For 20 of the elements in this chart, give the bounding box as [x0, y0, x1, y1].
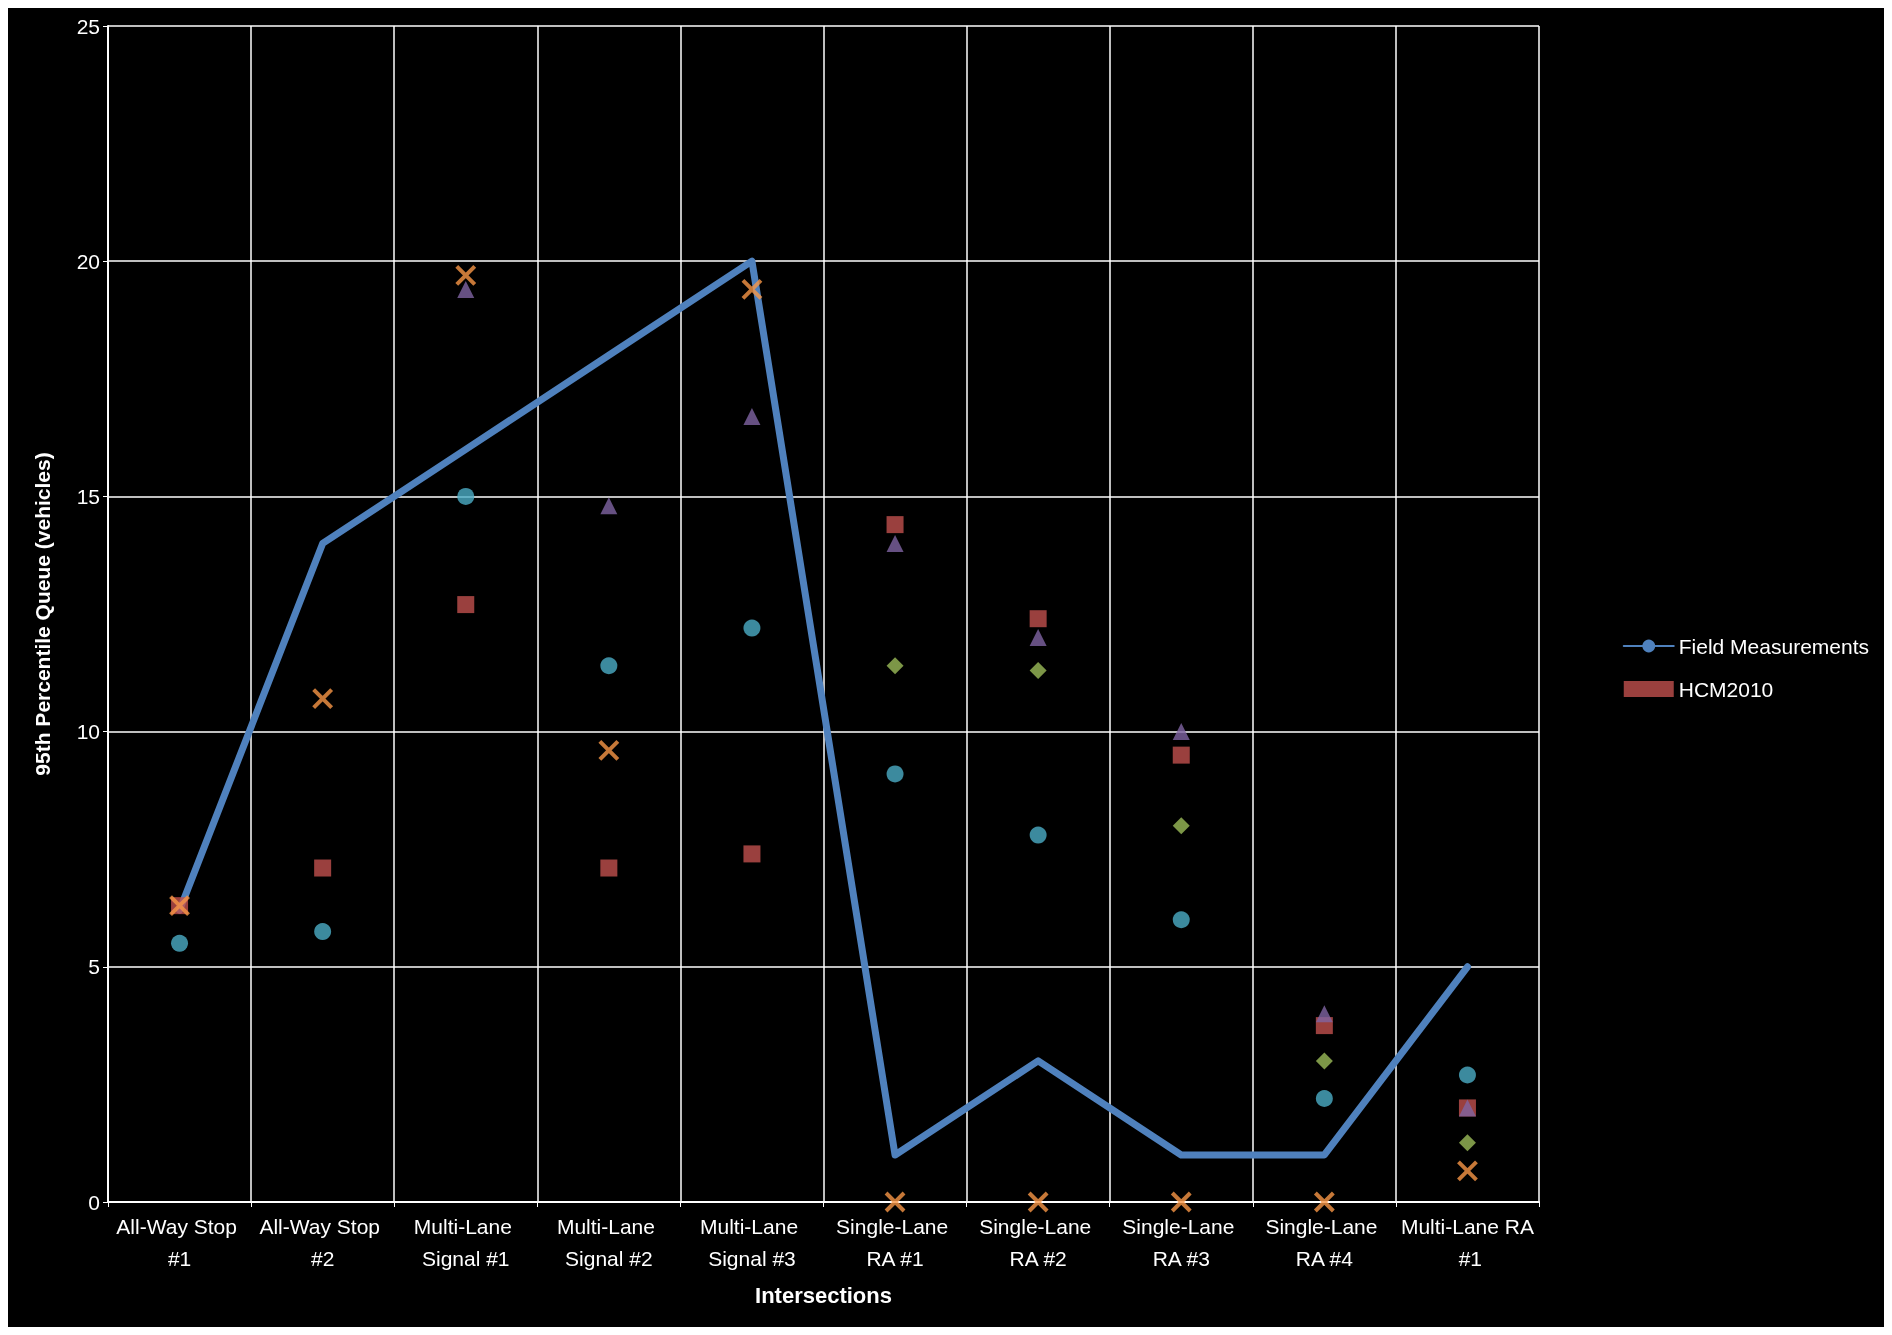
- x-tick-label: Single-Lane RA #1: [836, 1214, 955, 1270]
- x-tick-label: Single-Lane RA #3: [1122, 1214, 1241, 1270]
- y-tick-label: 10: [76, 720, 100, 744]
- x-axis-title: Intersections: [755, 1282, 892, 1308]
- y-tick-label: 0: [88, 1190, 100, 1214]
- y-tick-label: 20: [76, 249, 100, 273]
- legend-label: Field Measurements: [1678, 634, 1870, 658]
- x-tick-label: Multi-Lane Signal #3: [700, 1214, 804, 1270]
- y-tick-label: 5: [88, 955, 100, 979]
- x-tick-label: Single-Lane RA #4: [1265, 1214, 1384, 1270]
- x-tick-label: All-Way Stop #1: [116, 1214, 243, 1270]
- x-tick-label: Single-Lane RA #2: [979, 1214, 1098, 1270]
- y-tick-label: 25: [76, 14, 100, 38]
- x-tick-label: Multi-Lane RA #1: [1400, 1214, 1534, 1270]
- x-tick-label: Multi-Lane Signal #2: [556, 1214, 661, 1270]
- legend-label: HCM2010: [1678, 677, 1774, 701]
- x-tick-label: All-Way Stop #2: [259, 1214, 386, 1270]
- x-tick-label: Multi-Lane Signal #1: [413, 1214, 518, 1270]
- y-tick-label: 15: [76, 484, 100, 508]
- y-axis-title: 95th Percentile Queue (vehicles): [31, 452, 54, 776]
